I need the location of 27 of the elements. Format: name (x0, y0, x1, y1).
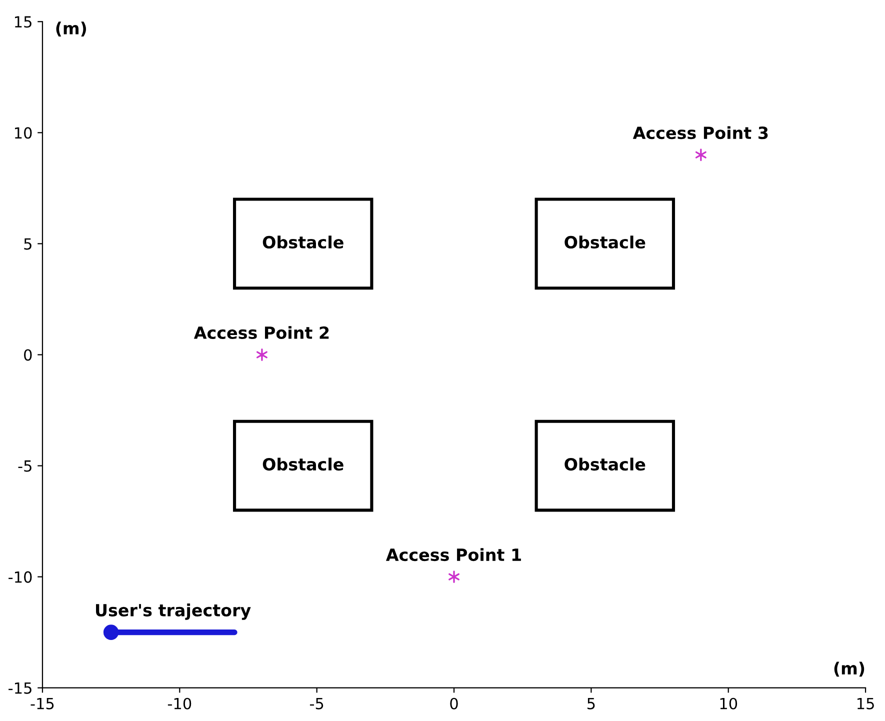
annotation: Obstacle (564, 236, 646, 249)
x-tick-label: 10 (720, 698, 738, 710)
x-tick-label: -10 (168, 698, 192, 710)
annotation: Obstacle (564, 458, 646, 471)
x-axis-title: (m) (834, 662, 864, 677)
y-axis-title: (m) (56, 22, 86, 36)
y-tick-label: -15 (8, 682, 32, 694)
annotation: User's trajectory (96, 604, 251, 620)
x-tick-label: 15 (857, 698, 874, 710)
annotation: Obstacle (262, 458, 344, 471)
point (103, 624, 119, 640)
point (448, 570, 460, 584)
annotation: Obstacle (262, 236, 344, 249)
annotation: Access Point 3 (632, 126, 768, 140)
y-tick-label: -10 (8, 571, 32, 583)
y-tick-label: -5 (18, 460, 32, 472)
annotation: Access Point 2 (194, 326, 329, 340)
x-tick-label: -5 (310, 698, 324, 710)
point (256, 348, 268, 361)
point (695, 148, 706, 162)
y-tick-label: 15 (14, 16, 32, 28)
y-tick-label: 0 (24, 349, 32, 361)
annotation: Access Point 1 (386, 548, 521, 562)
x-tick-label: 5 (588, 698, 595, 710)
y-tick-label: 5 (24, 238, 32, 250)
y-tick-label: 10 (14, 127, 32, 139)
x-tick-label: 0 (450, 698, 458, 710)
